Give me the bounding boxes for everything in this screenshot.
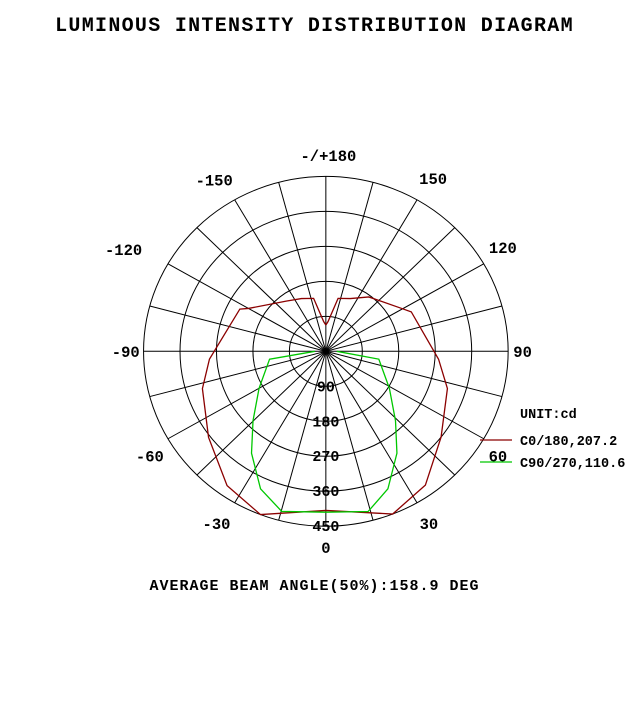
svg-text:120: 120 — [489, 240, 517, 258]
svg-text:UNIT:cd: UNIT:cd — [520, 408, 577, 423]
svg-text:30: 30 — [420, 516, 439, 534]
svg-text:270: 270 — [312, 449, 339, 466]
svg-text:150: 150 — [419, 171, 447, 189]
svg-text:90: 90 — [317, 379, 335, 396]
svg-text:-30: -30 — [203, 516, 231, 534]
svg-text:-90: -90 — [112, 344, 140, 362]
svg-text:0: 0 — [321, 540, 330, 558]
svg-text:60: 60 — [489, 449, 508, 467]
svg-text:-/+180: -/+180 — [300, 148, 356, 166]
svg-text:180: 180 — [312, 414, 339, 431]
svg-text:C0/180,207.2: C0/180,207.2 — [520, 435, 617, 450]
svg-text:90: 90 — [513, 344, 532, 362]
svg-text:-150: -150 — [196, 172, 233, 190]
svg-text:450: 450 — [312, 519, 339, 536]
svg-text:360: 360 — [312, 484, 339, 501]
svg-text:-60: -60 — [136, 449, 164, 467]
svg-text:-120: -120 — [105, 242, 142, 260]
svg-text:C90/270,110.6: C90/270,110.6 — [520, 457, 625, 472]
